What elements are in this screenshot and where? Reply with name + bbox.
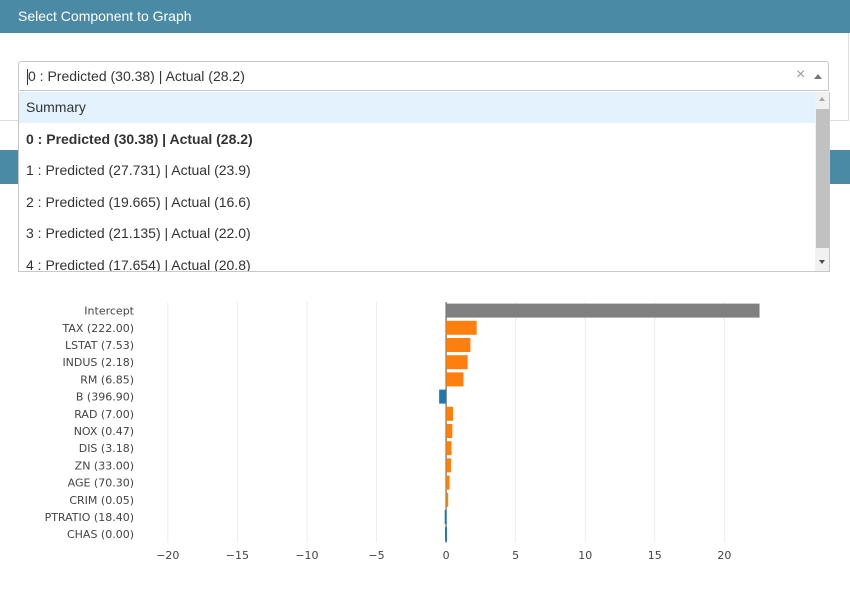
bar[interactable] xyxy=(446,458,451,473)
panel-title: Select Component to Graph xyxy=(18,8,192,24)
bar[interactable] xyxy=(446,492,449,507)
option-3[interactable]: 3 : Predicted (21.135) | Actual (22.0) xyxy=(26,225,251,241)
option-4[interactable]: 4 : Predicted (17.654) | Actual (20.8) xyxy=(26,257,251,272)
x-tick-label: 5 xyxy=(512,549,519,562)
option-summary[interactable]: Summary xyxy=(19,92,815,123)
option-1[interactable]: 1 : Predicted (27.731) | Actual (23.9) xyxy=(26,162,251,178)
text-caret xyxy=(27,69,28,85)
x-tick-label: 0 xyxy=(443,549,450,562)
bar[interactable] xyxy=(446,372,464,387)
y-category-label: PTRATIO (18.40) xyxy=(45,511,134,524)
select-value: 0 : Predicted (30.38) | Actual (28.2) xyxy=(28,68,245,84)
y-category-label: AGE (70.30) xyxy=(68,477,134,490)
option-0[interactable]: 0 : Predicted (30.38) | Actual (28.2) xyxy=(26,131,253,147)
y-category-label: ZN (33.00) xyxy=(75,459,134,472)
x-tick-label: 10 xyxy=(578,549,592,562)
scroll-up-arrow-icon[interactable] xyxy=(819,97,825,101)
scrollbar-thumb[interactable] xyxy=(816,109,829,248)
x-tick-label: 20 xyxy=(717,549,731,562)
x-tick-label: −10 xyxy=(295,549,318,562)
y-category-label: CHAS (0.00) xyxy=(67,528,134,541)
y-category-label: NOX (0.47) xyxy=(74,425,134,438)
y-category-label: Intercept xyxy=(84,305,134,318)
chevron-up-icon[interactable] xyxy=(814,74,822,79)
clear-icon[interactable]: × xyxy=(796,66,806,83)
bar[interactable] xyxy=(446,303,760,318)
dropdown-scrollbar[interactable] xyxy=(815,92,829,271)
x-tick-label: −20 xyxy=(156,549,179,562)
bar[interactable] xyxy=(446,320,477,335)
bar[interactable] xyxy=(446,441,452,456)
bar[interactable] xyxy=(446,355,468,370)
bar[interactable] xyxy=(446,406,454,421)
y-category-label: RM (6.85) xyxy=(80,373,134,386)
component-select[interactable]: 0 : Predicted (30.38) | Actual (28.2) × xyxy=(18,61,829,91)
select-dropdown-menu: Summary 0 : Predicted (30.38) | Actual (… xyxy=(18,92,830,272)
bar[interactable] xyxy=(439,389,447,404)
y-category-label: RAD (7.00) xyxy=(74,408,134,421)
bar[interactable] xyxy=(446,338,471,352)
y-category-label: B (396.90) xyxy=(76,391,134,404)
bar[interactable] xyxy=(444,510,447,524)
y-category-label: LSTAT (7.53) xyxy=(65,339,134,352)
y-category-label: INDUS (2.18) xyxy=(62,356,134,369)
y-category-label: DIS (3.18) xyxy=(79,442,134,455)
y-category-label: CRIM (0.05) xyxy=(69,494,134,507)
x-tick-label: 15 xyxy=(648,549,662,562)
bar[interactable] xyxy=(446,475,450,490)
x-tick-label: −15 xyxy=(226,549,249,562)
panel-header: Select Component to Graph xyxy=(0,0,850,33)
bar[interactable] xyxy=(444,527,447,542)
scroll-down-arrow-icon[interactable] xyxy=(819,260,825,264)
option-2[interactable]: 2 : Predicted (19.665) | Actual (16.6) xyxy=(26,194,251,210)
y-category-label: TAX (222.00) xyxy=(62,322,135,335)
bar[interactable] xyxy=(446,424,453,438)
x-tick-label: −5 xyxy=(368,549,384,562)
